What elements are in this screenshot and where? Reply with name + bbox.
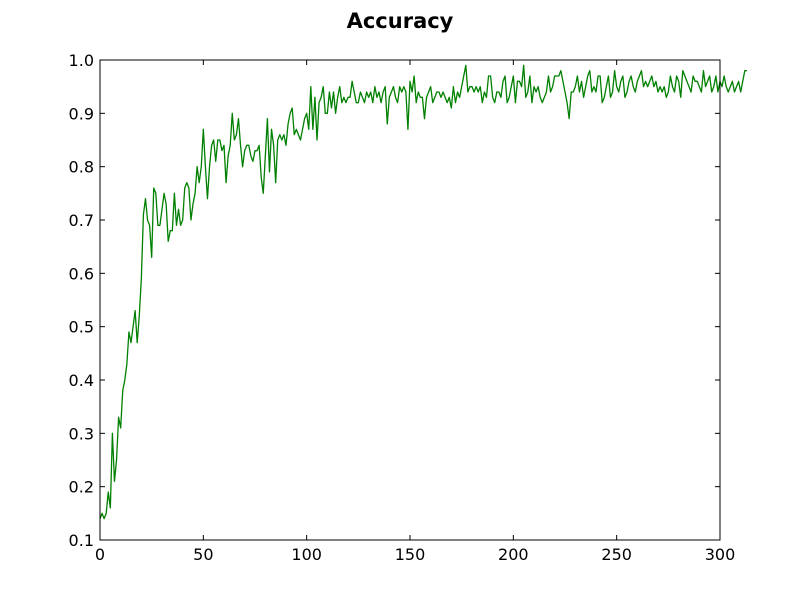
- y-tick-label: 0.1: [69, 531, 94, 550]
- y-tick-label: 0.2: [69, 478, 94, 497]
- plot-frame: [99, 59, 721, 541]
- y-tick-label: 0.7: [69, 211, 94, 230]
- y-tick-label: 1.0: [69, 51, 94, 70]
- x-tick-label: 250: [601, 545, 632, 564]
- x-tick-label: 300: [705, 545, 736, 564]
- x-tick-label: 50: [193, 545, 213, 564]
- accuracy-series-line: [99, 64, 747, 520]
- y-tick-label: 0.4: [69, 371, 94, 390]
- y-tick-label: 0.5: [69, 318, 94, 337]
- x-tick-label: 0: [95, 545, 105, 564]
- x-axis-ticks: 0 50 100 150 200 250 300: [95, 60, 735, 564]
- x-tick-label: 100: [291, 545, 322, 564]
- y-axis-ticks: 0.1 0.2 0.3 0.4 0.5 0.6 0.7 0.8 0.9 1.0: [69, 51, 720, 550]
- y-tick-label: 0.9: [69, 104, 94, 123]
- chart-title: Accuracy: [347, 9, 454, 33]
- x-tick-label: 150: [395, 545, 426, 564]
- y-tick-label: 0.6: [69, 264, 94, 283]
- y-tick-label: 0.3: [69, 424, 94, 443]
- y-tick-label: 0.8: [69, 158, 94, 177]
- plot-series-layer: [99, 64, 747, 520]
- x-tick-label: 200: [498, 545, 529, 564]
